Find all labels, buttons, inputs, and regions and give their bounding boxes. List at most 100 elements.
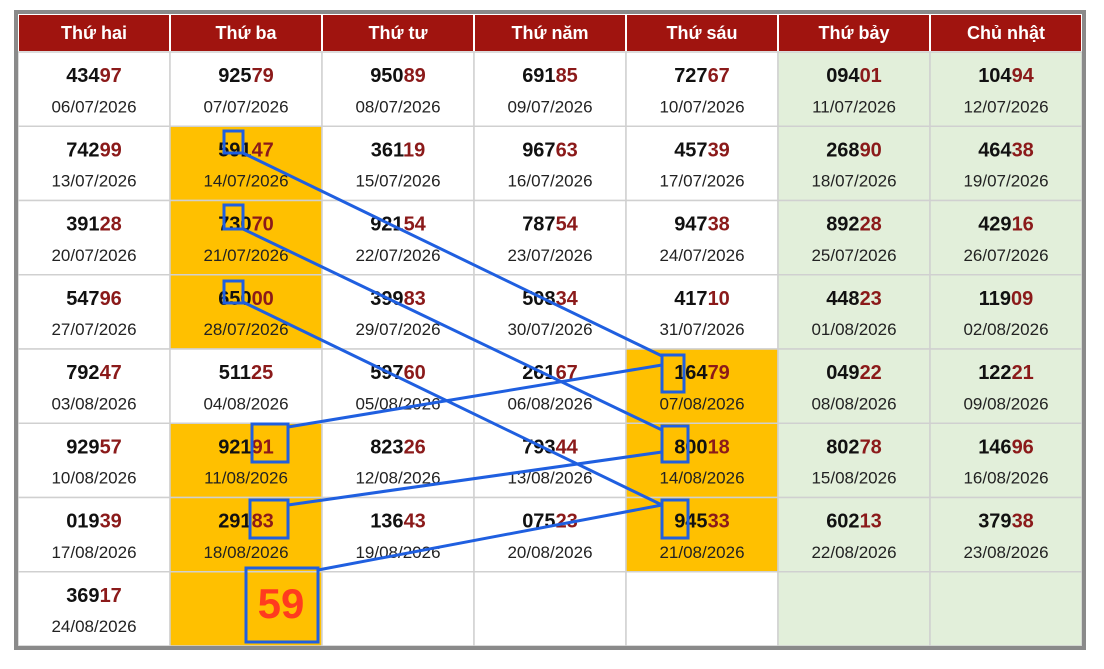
number-head: 417: [674, 288, 707, 310]
number-tail: 22: [860, 362, 882, 384]
number: 96763: [522, 140, 578, 162]
date: 13/08/2026: [507, 469, 592, 488]
date: 25/07/2026: [811, 246, 896, 265]
date: 06/08/2026: [507, 394, 592, 413]
number-head: 925: [218, 65, 251, 87]
number: 44823: [826, 288, 882, 310]
connector: [242, 227, 663, 432]
cell: [625, 422, 779, 499]
number-head: 448: [826, 288, 859, 310]
header-label: Thứ sáu: [666, 23, 737, 43]
number-tail: 01: [860, 65, 882, 87]
box: [244, 566, 320, 644]
date: 02/08/2026: [963, 320, 1048, 339]
cell: [625, 571, 779, 647]
date: 01/08/2026: [811, 320, 896, 339]
number: 29183: [218, 511, 274, 533]
date: 27/07/2026: [51, 320, 136, 339]
texts: Thứ hai Thứ ba Thứ tư Thứ năm Thứ sáu Thứ bảy…: [51, 23, 1048, 636]
number-tail: 43: [404, 511, 426, 533]
cell: [169, 274, 323, 350]
number: 89228: [826, 214, 882, 236]
number-tail: 96: [1012, 437, 1034, 459]
number-head: 892: [826, 214, 859, 236]
number-tail: 79: [708, 362, 730, 384]
number-head: 787: [522, 214, 555, 236]
date: 15/07/2026: [355, 172, 440, 191]
number-tail: 44: [556, 437, 579, 459]
date: 23/08/2026: [963, 543, 1048, 562]
date: 09/08/2026: [963, 394, 1048, 413]
number-tail: 91: [252, 437, 274, 459]
cell: [777, 348, 931, 424]
number: 36917: [66, 585, 122, 607]
number-tail: 16: [1012, 214, 1034, 236]
box: [248, 498, 290, 540]
number-head: 945: [674, 511, 707, 533]
number-tail: 60: [404, 362, 426, 384]
number-tail: 70: [252, 214, 274, 236]
header-label: Thứ bảy: [818, 23, 889, 43]
connector: [242, 300, 663, 507]
date: 07/07/2026: [203, 97, 288, 116]
date: 22/08/2026: [811, 543, 896, 562]
date: 13/07/2026: [51, 172, 136, 191]
number: 94738: [674, 214, 730, 236]
cell: [473, 348, 627, 424]
box: [222, 279, 245, 305]
date: 20/07/2026: [51, 246, 136, 265]
date: 18/08/2026: [203, 543, 288, 562]
cell: [17, 496, 171, 573]
number: 80278: [826, 437, 882, 459]
number-head: 429: [978, 214, 1011, 236]
cell: [625, 51, 779, 127]
number: 95089: [370, 65, 426, 87]
number-tail: 85: [556, 65, 578, 87]
number-tail: 09: [1011, 288, 1033, 310]
cell: [321, 348, 475, 424]
date: 14/07/2026: [203, 172, 288, 191]
date: 31/07/2026: [659, 320, 744, 339]
number-tail: 38: [1012, 511, 1034, 533]
number: 45739: [674, 140, 730, 162]
number: 10494: [978, 65, 1034, 87]
cell: [169, 496, 323, 573]
number-head: 146: [978, 437, 1011, 459]
number-tail: 18: [708, 437, 730, 459]
number: 59760: [370, 362, 426, 384]
cell: [169, 422, 323, 499]
number-head: 457: [674, 140, 707, 162]
cell: [17, 274, 171, 350]
number-head: 950: [370, 65, 403, 87]
number-tail: 47: [100, 362, 122, 384]
cell: [929, 496, 1083, 573]
number: 43497: [66, 65, 122, 87]
number-head: 268: [826, 140, 859, 162]
number-head: 369: [66, 585, 99, 607]
date: 22/07/2026: [355, 246, 440, 265]
date: 10/07/2026: [659, 97, 744, 116]
cell: [321, 199, 475, 276]
header-label: Thứ năm: [511, 23, 588, 43]
number-tail: 47: [252, 140, 274, 162]
cell: [321, 274, 475, 350]
cell: [169, 125, 323, 202]
number-head: 602: [826, 511, 859, 533]
number: 69185: [522, 65, 578, 87]
date: 16/07/2026: [507, 172, 592, 191]
date: 20/08/2026: [507, 543, 592, 562]
cell: [777, 571, 931, 647]
number-tail: 57: [100, 437, 122, 459]
cell: [777, 125, 931, 202]
number-head: 049: [826, 362, 859, 384]
cell: [929, 274, 1083, 350]
number-tail: 23: [860, 288, 882, 310]
date: 24/08/2026: [51, 617, 136, 636]
number-tail: 21: [1012, 362, 1034, 384]
number-head: 929: [66, 437, 99, 459]
number-tail: 25: [251, 362, 273, 384]
number-tail: 38: [708, 214, 730, 236]
box: [222, 203, 245, 231]
number: 39983: [370, 288, 426, 310]
number: 92957: [66, 437, 122, 459]
